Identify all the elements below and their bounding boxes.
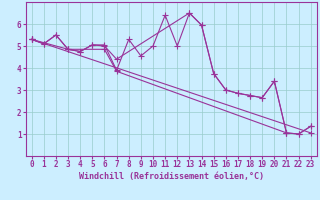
X-axis label: Windchill (Refroidissement éolien,°C): Windchill (Refroidissement éolien,°C) [79,172,264,181]
